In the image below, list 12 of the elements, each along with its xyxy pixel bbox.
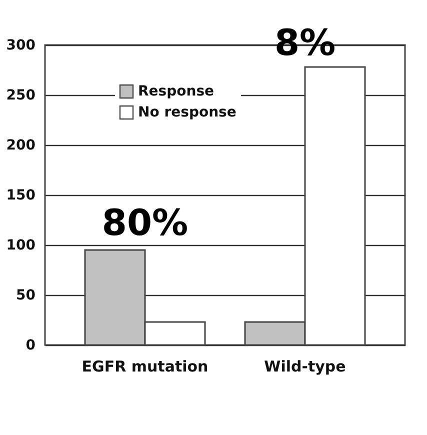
y-tick-label: 150 <box>6 188 36 204</box>
y-tick-label: 300 <box>6 38 36 54</box>
y-tick-label: 200 <box>6 138 36 154</box>
y-tick-label: 50 <box>16 288 36 304</box>
y-tick-label: 250 <box>6 88 36 104</box>
y-tick-label: 100 <box>6 238 36 254</box>
y-tick-label: 0 <box>26 338 36 354</box>
legend-label: No response <box>138 104 236 120</box>
x-tick-label: EGFR mutation <box>82 358 208 376</box>
x-tick-label: Wild-type <box>264 358 346 376</box>
legend-label: Response <box>138 84 214 100</box>
annotation: 80% <box>102 203 188 244</box>
